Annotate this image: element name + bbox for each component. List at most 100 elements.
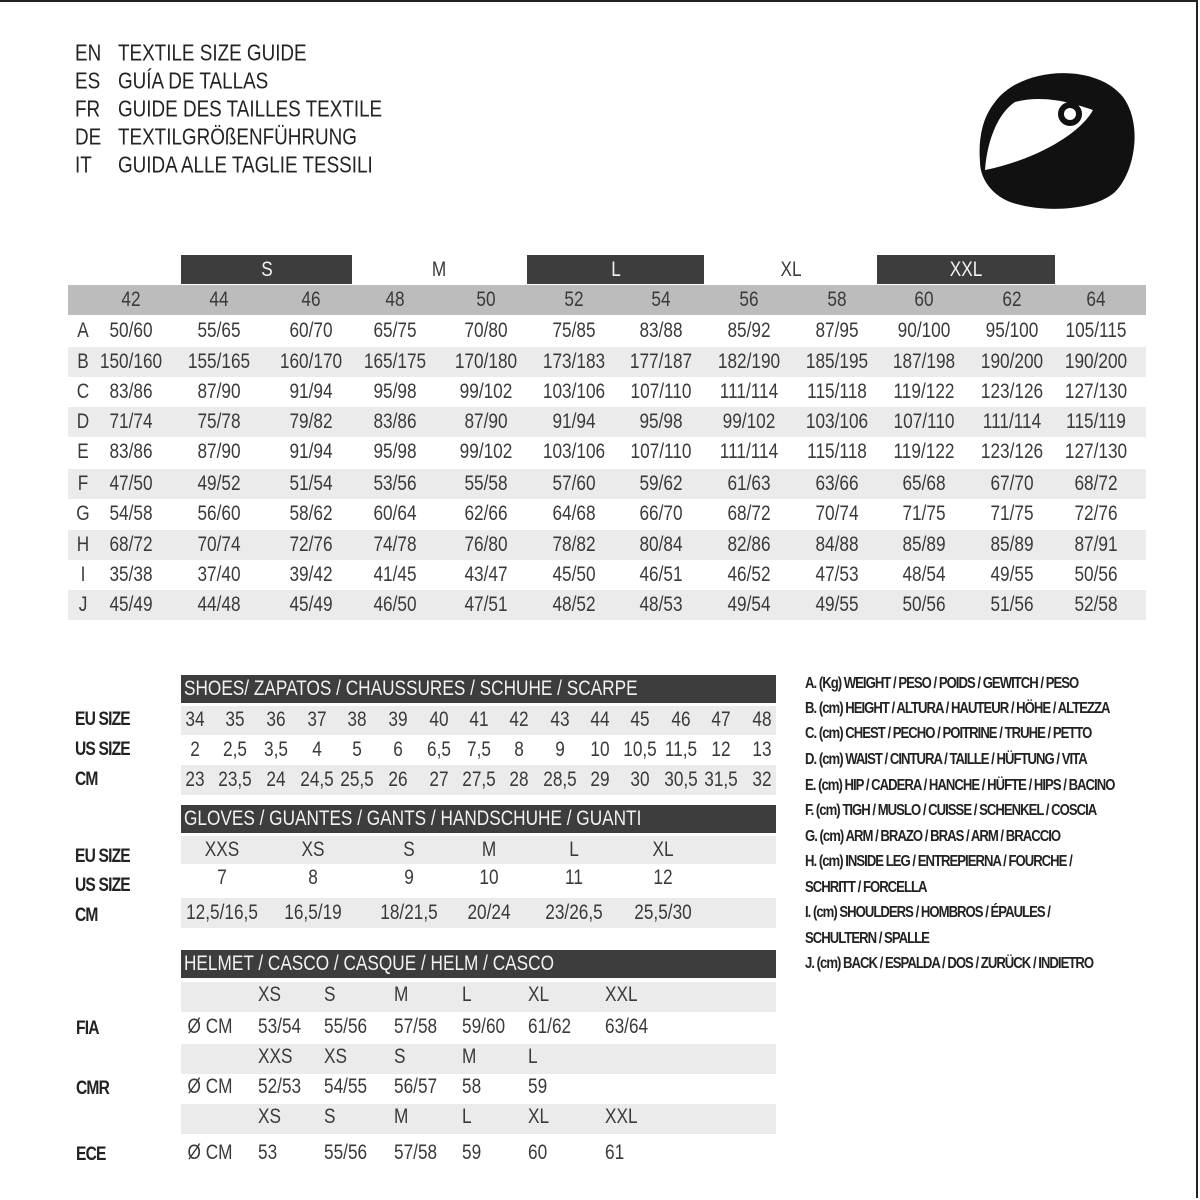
eu-size-header: 46	[301, 288, 321, 311]
table-cell: 70/74	[815, 502, 859, 525]
eu-size-header: 62	[1002, 288, 1022, 311]
shoes-cell: 43	[550, 708, 570, 731]
table-cell: 47/51	[464, 593, 508, 616]
gloves-cell: 18/21,5	[380, 901, 438, 924]
helmet-size: M	[462, 1045, 477, 1068]
gloves-cell: 23/26,5	[545, 901, 603, 924]
table-cell: 91/94	[289, 440, 333, 463]
row-stripe	[68, 347, 1146, 377]
shoes-cell: 47	[711, 708, 731, 731]
table-cell: 84/88	[815, 533, 859, 556]
table-cell: 41/45	[373, 563, 417, 586]
legend-item: SCHULTERN / SPALLE	[805, 930, 930, 947]
shoes-cell: 41	[469, 708, 489, 731]
table-cell: 85/92	[727, 319, 771, 342]
gloves-cell: 25,5/30	[634, 901, 692, 924]
row-stripe	[68, 407, 1146, 437]
row-key: A	[77, 319, 89, 342]
eu-size-header: 44	[209, 288, 229, 311]
table-cell: 54/58	[109, 502, 153, 525]
table-cell: 48/52	[552, 593, 596, 616]
table-cell: 103/106	[542, 380, 606, 403]
table-cell: 71/74	[109, 410, 153, 433]
table-cell: 99/102	[459, 380, 513, 403]
table-cell: 78/82	[552, 533, 596, 556]
legend-item: D. (cm) WAIST / CINTURA / TAILLE / HÜFTU…	[805, 751, 1088, 768]
table-cell: 51/54	[289, 472, 333, 495]
helmet-size: L	[462, 983, 472, 1006]
row-key: J	[78, 593, 88, 616]
row-key: H	[76, 533, 90, 556]
helmet-standard-label: FIA	[76, 1018, 99, 1039]
shoes-cell: 28,5	[543, 768, 577, 791]
shoes-cell: 31,5	[704, 768, 738, 791]
table-cell: 43/47	[464, 563, 508, 586]
gloves-cell: XS	[301, 838, 325, 861]
table-cell: 123/126	[980, 440, 1044, 463]
shoes-cell: 27,5	[462, 768, 496, 791]
title-text: GUIDA ALLE TAGLIE TESSILI	[118, 151, 373, 178]
title-lang: EN	[75, 39, 102, 66]
title-text: TEXTILE SIZE GUIDE	[118, 39, 307, 66]
legend-item: G. (cm) ARM / BRAZO / BRAS / ARM / BRACC…	[805, 828, 1061, 845]
eu-size-header: 58	[827, 288, 847, 311]
helmet-icon	[979, 73, 1135, 209]
helmet-value: 57/58	[394, 1015, 438, 1038]
row-stripe	[68, 590, 1146, 620]
shoes-cell: 10	[590, 738, 610, 761]
table-cell: 119/122	[893, 380, 955, 403]
shoes-cell: 42	[509, 708, 529, 731]
helmet-size: XXL	[605, 1105, 638, 1128]
helmet-size: XXL	[605, 983, 638, 1006]
table-cell: 85/89	[990, 533, 1034, 556]
shoes-cell: 48	[752, 708, 772, 731]
row-key: E	[77, 440, 89, 463]
row-stripe	[181, 706, 776, 735]
helmet-size: XS	[324, 1045, 347, 1068]
gloves-cell: 9	[404, 866, 414, 889]
table-cell: 50/56	[1074, 563, 1118, 586]
row-stripe	[181, 765, 776, 795]
table-cell: 47/50	[109, 472, 153, 495]
helmet-unit: Ø CM	[187, 1075, 233, 1098]
eu-size-header: 54	[651, 288, 671, 311]
row-key: C	[76, 380, 90, 403]
row-stripe	[181, 898, 776, 928]
table-cell: 72/76	[1074, 502, 1118, 525]
eu-size-header: 52	[564, 288, 584, 311]
legend-item: A. (Kg) WEIGHT / PESO / POIDS / GEWITCH …	[805, 675, 1079, 692]
table-cell: 107/110	[630, 440, 692, 463]
table-cell: 53/56	[373, 472, 417, 495]
shoes-cell: 3,5	[264, 738, 288, 761]
table-cell: 83/86	[109, 440, 153, 463]
table-cell: 49/52	[197, 472, 241, 495]
table-cell: 48/54	[902, 563, 946, 586]
helmet-value: 59	[462, 1141, 482, 1164]
table-cell: 107/110	[630, 380, 692, 403]
helmet-size: M	[394, 1105, 409, 1128]
eu-size-header: 60	[914, 288, 934, 311]
table-cell: 173/183	[542, 350, 606, 373]
size-group-label: XXL	[949, 258, 983, 281]
shoes-cell: 2,5	[223, 738, 247, 761]
table-cell: 49/55	[990, 563, 1034, 586]
legend-item: E. (cm) HIP / CADERA / HANCHE / HÜFTE / …	[805, 777, 1115, 794]
shoes-cell: 13	[752, 738, 772, 761]
gloves-row-label: CM	[75, 905, 98, 926]
eu-size-header: 64	[1086, 288, 1106, 311]
table-cell: 75/78	[197, 410, 241, 433]
shoes-cell: 8	[514, 738, 524, 761]
row-key: B	[77, 350, 89, 373]
shoes-cell: 45	[630, 708, 650, 731]
gloves-row-label: EU SIZE	[75, 846, 131, 867]
shoes-cell: 26	[388, 768, 408, 791]
shoes-row-label: US SIZE	[75, 739, 131, 760]
table-cell: 60/70	[289, 319, 333, 342]
shoes-cell: 6	[393, 738, 403, 761]
table-cell: 115/119	[1066, 410, 1126, 433]
table-cell: 177/187	[629, 350, 693, 373]
helmet-value: 59	[528, 1075, 548, 1098]
table-cell: 85/89	[902, 533, 946, 556]
row-stripe	[181, 1044, 776, 1074]
